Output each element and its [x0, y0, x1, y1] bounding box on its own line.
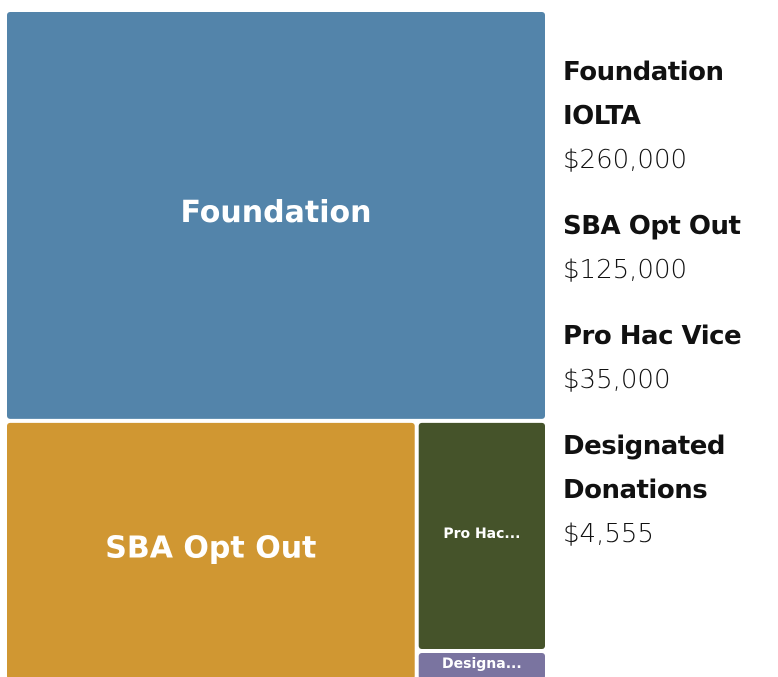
- legend-name: SBA Opt Out: [563, 211, 741, 241]
- legend-value: $125,000: [563, 255, 688, 285]
- legend-item: Designated Donations $4,555: [563, 424, 778, 556]
- legend: Foundation IOLTA $260,000 SBA Opt Out $125,…: [563, 50, 778, 556]
- cell-label: Pro Hac...: [443, 526, 520, 542]
- legend-name: Designated Donations: [563, 431, 725, 505]
- legend-value: $35,000: [563, 365, 671, 395]
- treemap-cell: [7, 12, 545, 419]
- legend-item: Foundation IOLTA $260,000: [563, 50, 778, 182]
- treemap-cell: [7, 422, 415, 677]
- cell-label: Foundation: [181, 195, 372, 230]
- legend-item: SBA Opt Out $125,000: [563, 204, 778, 292]
- legend-value: $4,555: [563, 519, 654, 549]
- treemap-cell: [418, 422, 545, 650]
- legend-item: Pro Hac Vice $35,000: [563, 314, 778, 402]
- cell-label: SBA Opt Out: [105, 530, 316, 565]
- treemap-cell: [418, 653, 545, 677]
- treemap: Foundation SBA Opt Out Pro Hac... Designa..…: [7, 12, 545, 677]
- cell-label: Designa...: [442, 656, 522, 672]
- legend-name: Pro Hac Vice: [563, 321, 742, 351]
- legend-name: Foundation IOLTA: [563, 57, 724, 131]
- legend-value: $260,000: [563, 145, 688, 175]
